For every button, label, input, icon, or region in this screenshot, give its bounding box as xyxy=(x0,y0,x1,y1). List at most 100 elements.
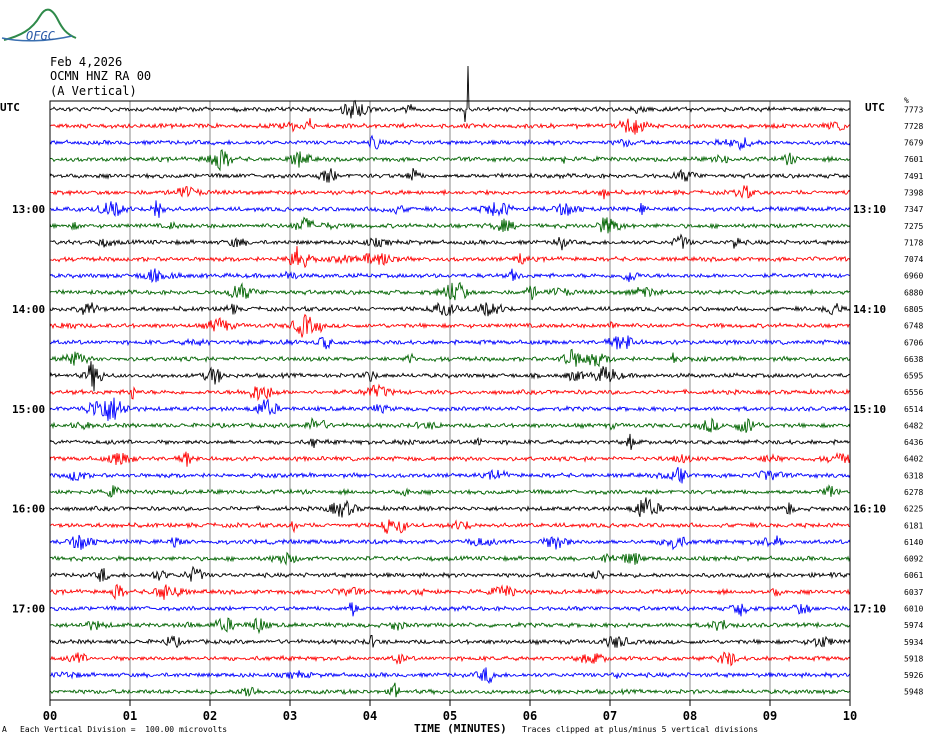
station-code: OCMN HNZ RA 00 xyxy=(50,69,152,83)
ofgc-logo: OFGC xyxy=(1,8,77,43)
trace-value-label: 6010 xyxy=(904,604,923,613)
seismic-trace xyxy=(49,682,851,698)
hour-label-left: 14:00 xyxy=(12,303,45,316)
trace-value-label: 6706 xyxy=(904,338,923,347)
trace-value-label: 6318 xyxy=(904,471,923,480)
seismic-trace xyxy=(49,200,851,218)
trace-value-label: 5934 xyxy=(904,638,923,647)
x-tick-label: 05 xyxy=(443,709,457,723)
hour-label-left: 17:00 xyxy=(12,602,45,615)
hour-label-right: 15:10 xyxy=(853,403,886,416)
logo-text: OFGC xyxy=(26,29,56,43)
trace-value-label: 5918 xyxy=(904,654,923,663)
plot-frame xyxy=(49,100,851,701)
trace-value-label: 5974 xyxy=(904,621,923,630)
x-axis-title: TIME (MINUTES) xyxy=(414,722,507,735)
seismic-trace xyxy=(49,134,851,152)
seismic-trace xyxy=(49,348,851,368)
trace-value-label: 6037 xyxy=(904,588,923,597)
footer-scale-note: Each Vertical Division = 100.00 microvol… xyxy=(20,725,228,734)
seismic-trace xyxy=(49,301,851,317)
hour-label-left: 13:00 xyxy=(12,203,45,216)
hour-label-right: 16:10 xyxy=(853,503,886,516)
seismic-trace xyxy=(49,497,851,518)
seismic-trace xyxy=(49,268,851,284)
seismic-trace xyxy=(49,281,850,301)
seismic-trace xyxy=(49,551,851,566)
trace-value-label: 6436 xyxy=(904,438,923,447)
seismic-trace xyxy=(50,484,851,498)
trace-value-label: 6556 xyxy=(904,388,923,397)
hour-label-right: 14:10 xyxy=(853,303,886,316)
trace-value-label: 7491 xyxy=(904,172,923,181)
seismic-trace xyxy=(49,565,851,582)
trace-value-label: 7728 xyxy=(904,122,923,131)
hour-label-left: 16:00 xyxy=(12,503,45,516)
seismic-trace xyxy=(49,651,851,667)
seismic-trace xyxy=(49,361,851,392)
trace-value-label: 7074 xyxy=(904,255,923,264)
trace-value-label: 6140 xyxy=(904,538,923,547)
trace-value-label: 7679 xyxy=(904,139,923,148)
seismic-trace xyxy=(49,216,851,234)
seismic-trace xyxy=(49,149,851,172)
component-label: (A Vertical) xyxy=(50,84,137,98)
x-tick-label: 07 xyxy=(603,709,617,723)
seismic-trace xyxy=(49,185,851,200)
hour-label-right: 17:10 xyxy=(853,602,886,615)
logo-swoosh-icon xyxy=(1,35,73,42)
trace-value-label: 6748 xyxy=(904,322,923,331)
seismic-trace xyxy=(49,602,851,617)
trace-value-label: 6595 xyxy=(904,372,923,381)
footer-mark: A xyxy=(2,725,7,734)
trace-value-label: 6805 xyxy=(904,305,923,314)
seismic-trace xyxy=(49,233,851,251)
percent-label: % xyxy=(904,96,909,105)
trace-value-label: 7275 xyxy=(904,222,923,231)
seismic-trace xyxy=(49,118,851,135)
seismic-trace xyxy=(49,519,850,534)
seismic-trace xyxy=(50,667,851,685)
trace-value-label: 6278 xyxy=(904,488,923,497)
utc-right-label: UTC xyxy=(865,101,885,114)
seismic-trace xyxy=(49,417,851,433)
trace-value-label: 6061 xyxy=(904,571,923,580)
x-tick-label: 01 xyxy=(123,709,137,723)
label-group: 00 01 02 03 04 05 06 07 08 09 10 7773 7728 7679 7601 74… xyxy=(12,96,923,723)
seismic-trace xyxy=(49,168,851,183)
utc-left-label: UTC xyxy=(0,101,20,114)
hour-label-right: 13:10 xyxy=(853,203,886,216)
x-tick-label: 00 xyxy=(43,709,57,723)
hour-label-left: 15:00 xyxy=(12,403,45,416)
trace-value-label: 7773 xyxy=(904,105,923,114)
x-tick-label: 03 xyxy=(283,709,297,723)
x-tick-label: 06 xyxy=(523,709,537,723)
trace-value-label: 6482 xyxy=(904,421,923,430)
trace-value-label: 6092 xyxy=(904,555,923,564)
seismic-trace xyxy=(49,583,851,601)
x-tick-label: 02 xyxy=(203,709,217,723)
footer-clip-note: Traces clipped at plus/minus 5 vertical … xyxy=(522,725,759,734)
seismic-trace xyxy=(49,467,851,484)
trace-value-label: 7601 xyxy=(904,155,923,164)
trace-value-label: 5926 xyxy=(904,671,923,680)
x-tick-label: 08 xyxy=(683,709,697,723)
seismic-trace xyxy=(49,433,851,450)
logo-mountain-icon xyxy=(3,8,77,41)
seismic-trace xyxy=(49,335,851,350)
seismic-trace xyxy=(49,397,851,421)
trace-value-label: 6880 xyxy=(904,288,923,297)
seismic-trace xyxy=(49,534,851,551)
seismic-trace xyxy=(50,617,851,635)
plot-date: Feb 4,2026 xyxy=(50,55,123,69)
trace-value-label: 6402 xyxy=(904,455,923,464)
axis-group xyxy=(49,100,851,706)
trace-value-label: 6225 xyxy=(904,505,923,514)
trace-value-label: 7178 xyxy=(904,238,923,247)
seismic-trace xyxy=(49,383,851,402)
trace-value-label: 7347 xyxy=(904,205,923,214)
seismic-trace xyxy=(49,451,851,467)
trace-value-label: 7398 xyxy=(904,189,923,198)
